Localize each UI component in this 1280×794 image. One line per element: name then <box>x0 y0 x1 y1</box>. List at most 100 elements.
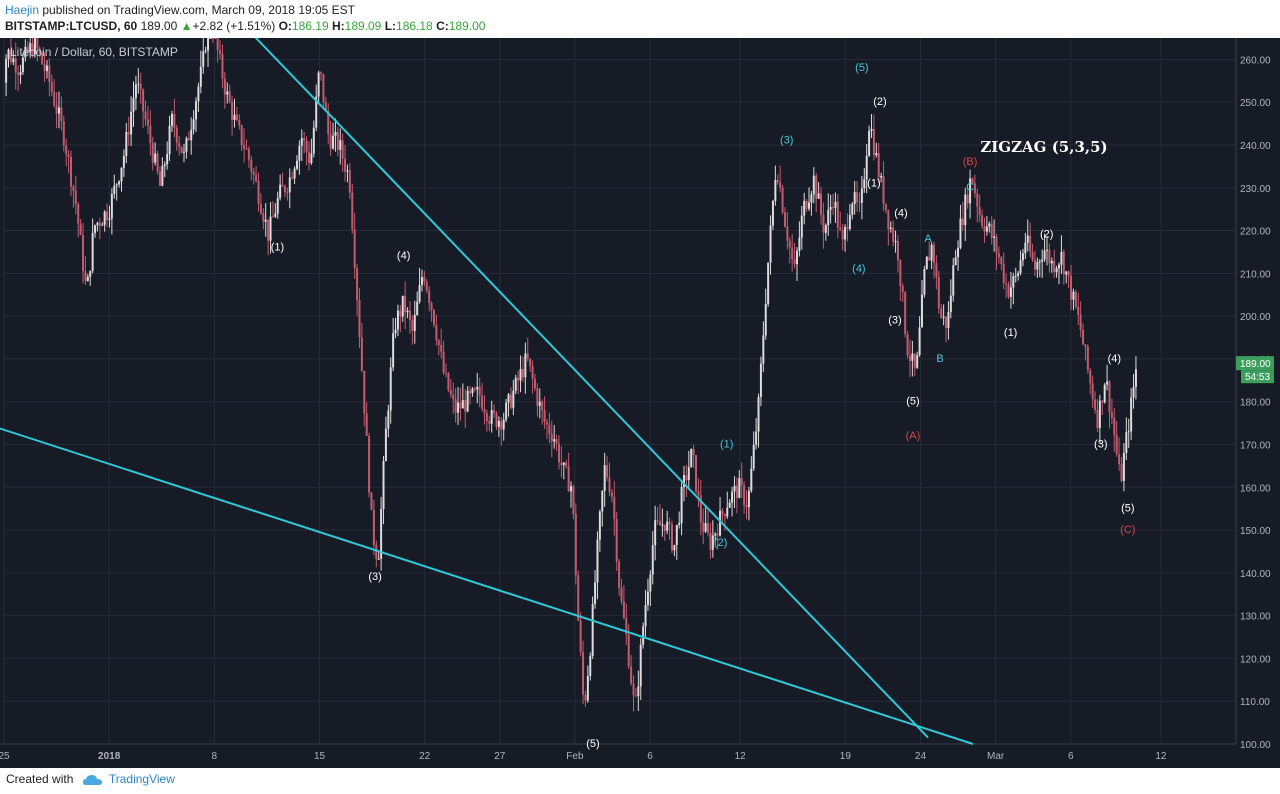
candle-body <box>281 184 284 187</box>
candle-body <box>1101 400 1104 403</box>
candle-body <box>9 49 12 63</box>
candle-body <box>1084 344 1087 347</box>
candle-body <box>1043 250 1046 260</box>
candle-body <box>707 523 710 533</box>
candle-body <box>7 49 10 59</box>
candle-body <box>685 475 688 481</box>
candle-body <box>55 105 58 114</box>
candle-body <box>84 271 87 282</box>
candle-body <box>62 121 65 146</box>
wave-label: (1) <box>867 177 880 189</box>
close-value: 189.00 <box>448 19 486 33</box>
candle-body <box>937 276 940 309</box>
candle-body <box>820 193 823 215</box>
candle-body <box>31 43 34 54</box>
candle-body <box>904 292 907 334</box>
candle-body <box>312 127 315 154</box>
candle-body <box>348 170 351 193</box>
price-chart[interactable]: (1) (4) (3) (5) (1) (2) (3) (5) (2) (1) (4) (4) (3) (… <box>0 38 1280 768</box>
candle-body <box>543 410 546 422</box>
candle-body <box>887 210 890 230</box>
candle-body <box>1048 249 1051 264</box>
author-link[interactable]: Haejin <box>5 3 40 17</box>
candle-body <box>673 544 676 551</box>
candle-body <box>745 505 748 508</box>
candle-body <box>752 444 755 469</box>
candle-body <box>469 390 472 394</box>
candle-body <box>235 114 238 121</box>
candle-body <box>572 486 575 514</box>
candle-body <box>307 151 310 164</box>
candle-body <box>276 197 279 214</box>
time-tick-label: 12 <box>1155 751 1167 762</box>
candle-body <box>279 184 282 198</box>
candle-body <box>1077 306 1080 315</box>
candle-body <box>336 132 339 150</box>
candle-body <box>57 107 60 114</box>
candle-body <box>524 353 527 378</box>
candle-body <box>699 495 702 523</box>
candle-body <box>291 177 294 179</box>
candle-body <box>447 373 450 391</box>
candle-body <box>53 91 56 106</box>
candle-body <box>589 656 592 677</box>
candle-body <box>170 113 173 126</box>
candle-body <box>478 386 481 396</box>
candle-body <box>401 295 404 317</box>
candle-body <box>178 142 181 147</box>
candle-body <box>110 194 113 219</box>
candle-body <box>1024 242 1027 254</box>
candle-body <box>113 185 116 195</box>
candle-body <box>870 128 873 131</box>
tradingview-cloud-icon <box>82 774 102 785</box>
candle-body <box>5 58 8 83</box>
wave-label: (3) <box>368 571 381 583</box>
candle-body <box>1045 249 1048 251</box>
candle-body <box>738 478 741 498</box>
candle-body <box>60 107 63 122</box>
candle-body <box>846 227 849 229</box>
candle-body <box>625 617 628 635</box>
candle-body <box>139 83 142 90</box>
candle-body <box>79 223 82 235</box>
candle-body <box>839 227 842 230</box>
candle-body <box>197 86 200 102</box>
candle-body <box>601 491 604 512</box>
candle-body <box>86 276 89 282</box>
candle-body <box>255 174 258 182</box>
candle-body <box>394 329 397 334</box>
tradingview-link[interactable]: TradingView <box>108 772 175 786</box>
time-tick-label: 22 <box>419 751 431 762</box>
candle-body <box>1009 287 1012 297</box>
candle-body <box>940 308 943 318</box>
candle-body <box>666 521 669 531</box>
candle-body <box>1082 330 1085 345</box>
publish-line: Haejin published on TradingView.com, Mar… <box>5 3 355 17</box>
candle-body <box>134 84 137 99</box>
candle-body <box>452 394 455 400</box>
wave-label: B <box>936 353 943 365</box>
price-tick-label: 180.00 <box>1240 398 1271 409</box>
candle-body <box>529 358 532 367</box>
candle-body <box>1058 264 1061 269</box>
candle-body <box>1120 464 1123 481</box>
candle-body <box>906 333 909 356</box>
candle-body <box>226 91 229 95</box>
wave-label: (4) <box>397 250 410 262</box>
wave-label: (3) <box>888 314 901 326</box>
candle-body <box>1079 314 1082 331</box>
candle-body <box>344 158 347 172</box>
chart-area[interactable]: (1) (4) (3) (5) (1) (2) (3) (5) (2) (1) (4) (4) (3) (… <box>0 38 1280 768</box>
candle-body <box>545 421 548 425</box>
candle-body <box>719 510 722 536</box>
candle-body <box>798 237 801 251</box>
candle-body <box>606 465 609 478</box>
candle-body <box>365 413 368 436</box>
up-arrow-icon: ▲ <box>180 19 193 33</box>
candle-body <box>627 634 630 667</box>
candle-body <box>271 216 274 218</box>
low-label: L: <box>384 19 397 33</box>
candle-body <box>783 212 786 227</box>
candle-body <box>375 544 378 560</box>
candle-body <box>368 435 371 493</box>
